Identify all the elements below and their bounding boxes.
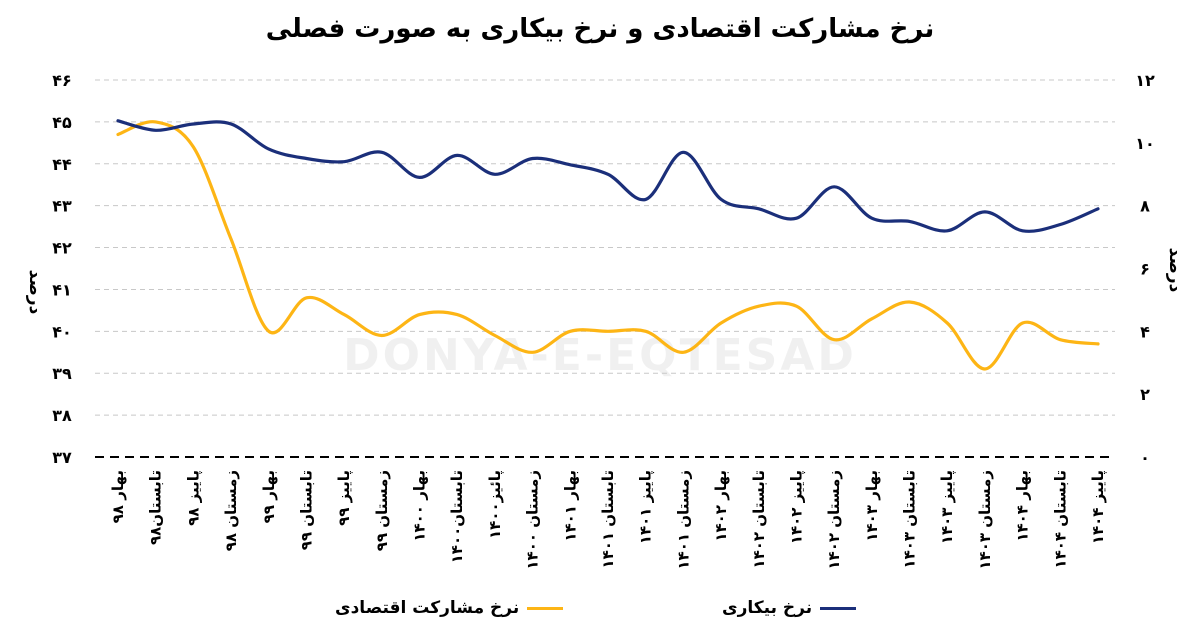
- x-tick-label: پاییز ۱۴۰۴: [1089, 470, 1108, 544]
- left-axis-ticks: ۳۷ ۳۸ ۳۹ ۴۰ ۴۱ ۴۲ ۴۳ ۴۴ ۴۵ ۴۶: [52, 71, 72, 467]
- x-tick-label: پاییز ۱۴۰۱: [637, 470, 656, 544]
- x-tick-label: پاییز ۱۴۰۲: [787, 470, 806, 544]
- x-tick-label: زمستان ۱۴۰۰: [524, 470, 542, 570]
- series-layer: [116, 119, 1100, 371]
- gridlines: [95, 79, 1115, 458]
- left-tick-label: ۳۸: [52, 406, 72, 425]
- legend-swatch-unemployment: [820, 606, 857, 610]
- x-tick-label: تابستان ۱۴۰۲: [750, 470, 768, 569]
- x-tick-label: زمستان ۱۴۰۱: [674, 470, 692, 570]
- right-tick-label: ۸: [1140, 197, 1150, 216]
- legend-label-unemployment: نرخ بیکاری: [722, 598, 813, 618]
- x-tick-label: پاییز ۱۴۰۳: [938, 470, 957, 544]
- x-axis-ticks: بهار ۹۸ تابستان۹۸ پاییز ۹۸ زمستان ۹۸ بهار ۹۹…: [109, 470, 1108, 570]
- left-tick-label: ۳۷: [52, 448, 72, 467]
- x-tick-label: زمستان ۱۴۰۲: [825, 470, 843, 570]
- right-tick-label: ۱۲: [1135, 71, 1155, 90]
- x-tick-label: بهار ۱۴۰۰: [411, 470, 429, 542]
- x-tick-label: پاییز ۹۹: [335, 470, 354, 526]
- x-tick-label: تابستان۱۴۰۰: [448, 470, 466, 563]
- right-tick-label: ۲: [1140, 385, 1150, 404]
- chart-title: نرخ مشارکت اقتصادی و نرخ بیکاری به صورت …: [265, 14, 935, 44]
- x-tick-label: بهار ۹۹: [260, 470, 278, 523]
- right-tick-label: ۰: [1140, 448, 1150, 467]
- x-tick-label: پائیز۱۴۰۰: [486, 470, 505, 539]
- watermark: DONYA-E-EQTESAD: [343, 330, 857, 381]
- right-tick-label: ۶: [1140, 260, 1150, 279]
- y-axis-title-left: درصد: [25, 270, 45, 315]
- x-tick-label: تابستان ۱۴۰۱: [599, 470, 617, 569]
- right-tick-label: ۴: [1140, 322, 1150, 341]
- left-tick-label: ۴۶: [52, 71, 72, 90]
- participation-rate-line: [116, 120, 1100, 371]
- left-tick-label: ۳۹: [52, 364, 72, 383]
- legend-swatch-participation: [527, 606, 564, 610]
- x-tick-label: بهار ۱۴۰۱: [561, 470, 579, 542]
- x-tick-label: تابستان۹۸: [147, 470, 165, 545]
- x-tick-label: زمستان ۱۴۰۳: [976, 470, 994, 570]
- x-tick-label: بهار ۱۴۰۴: [1014, 470, 1032, 542]
- x-tick-label: تابستان ۹۹: [297, 470, 315, 550]
- x-tick-label: زمستان ۹۸: [222, 470, 240, 551]
- y-axis-title-right: درصد: [1165, 248, 1185, 293]
- left-tick-label: ۴۰: [52, 322, 72, 341]
- left-tick-label: ۴۳: [52, 197, 72, 216]
- unemployment-rate-line: [116, 119, 1100, 233]
- left-tick-label: ۴۵: [52, 113, 72, 132]
- x-tick-label: تابستان ۱۴۰۴: [1051, 470, 1069, 569]
- legend-item-participation: نرخ مشارکت اقتصادی: [335, 598, 564, 618]
- left-tick-label: ۴۴: [52, 155, 72, 174]
- x-tick-label: تابستان ۱۴۰۳: [901, 470, 919, 569]
- x-tick-label: بهار ۱۴۰۲: [712, 470, 730, 542]
- x-tick-label: پاییز ۹۸: [184, 470, 203, 526]
- legend-label-participation: نرخ مشارکت اقتصادی: [335, 598, 520, 618]
- left-tick-label: ۴۲: [52, 239, 72, 258]
- legend-item-unemployment: نرخ بیکاری: [722, 598, 857, 618]
- right-axis-ticks: ۰ ۲ ۴ ۶ ۸ ۱۰ ۱۲: [1135, 71, 1155, 467]
- x-tick-label: بهار ۱۴۰۳: [863, 470, 881, 542]
- left-tick-label: ۴۱: [52, 280, 72, 299]
- right-tick-label: ۱۰: [1135, 134, 1155, 153]
- x-tick-label: زمستان ۹۹: [373, 470, 391, 551]
- x-tick-label: بهار ۹۸: [109, 470, 127, 523]
